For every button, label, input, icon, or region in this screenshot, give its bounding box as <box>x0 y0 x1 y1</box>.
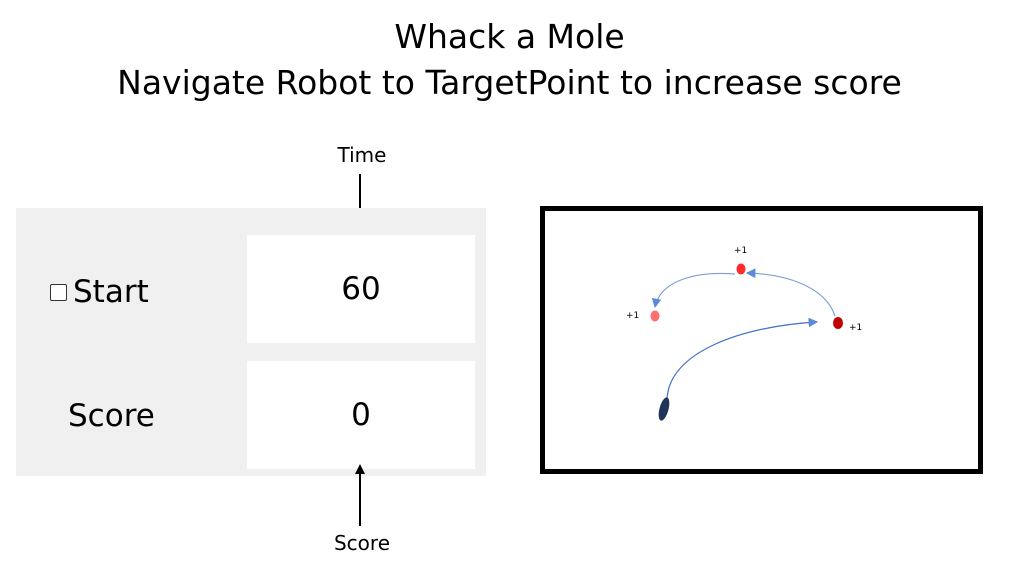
target-path-right-to-top <box>745 268 836 317</box>
game-field: +1 +1 +1 <box>540 206 983 474</box>
score-arrow <box>355 464 365 526</box>
reward-label-top: +1 <box>734 246 747 256</box>
field-canvas: +1 +1 +1 <box>626 246 862 421</box>
target-left <box>650 310 660 322</box>
time-value: 60 <box>341 271 381 307</box>
start-label: Start <box>73 274 149 310</box>
target-top <box>736 263 746 275</box>
score-label: Score <box>68 398 155 434</box>
score-caption: Score <box>333 531 390 555</box>
title-line-2: Navigate Robot to TargetPoint to increas… <box>117 63 902 102</box>
time-display: 60 <box>247 235 475 343</box>
time-caption: Time <box>337 143 387 167</box>
reward-label-left: +1 <box>626 311 639 321</box>
robot-marker <box>658 397 670 421</box>
reward-label-right: +1 <box>849 323 862 333</box>
title-line-1: Whack a Mole <box>394 17 625 56</box>
start-checkbox[interactable] <box>50 283 67 301</box>
target-right <box>833 317 843 329</box>
target-path-top-to-left <box>651 272 736 309</box>
score-value: 0 <box>351 397 371 433</box>
start-toggle[interactable]: Start <box>50 275 149 309</box>
score-display: 0 <box>247 361 475 469</box>
robot-path-arrow <box>666 317 819 402</box>
